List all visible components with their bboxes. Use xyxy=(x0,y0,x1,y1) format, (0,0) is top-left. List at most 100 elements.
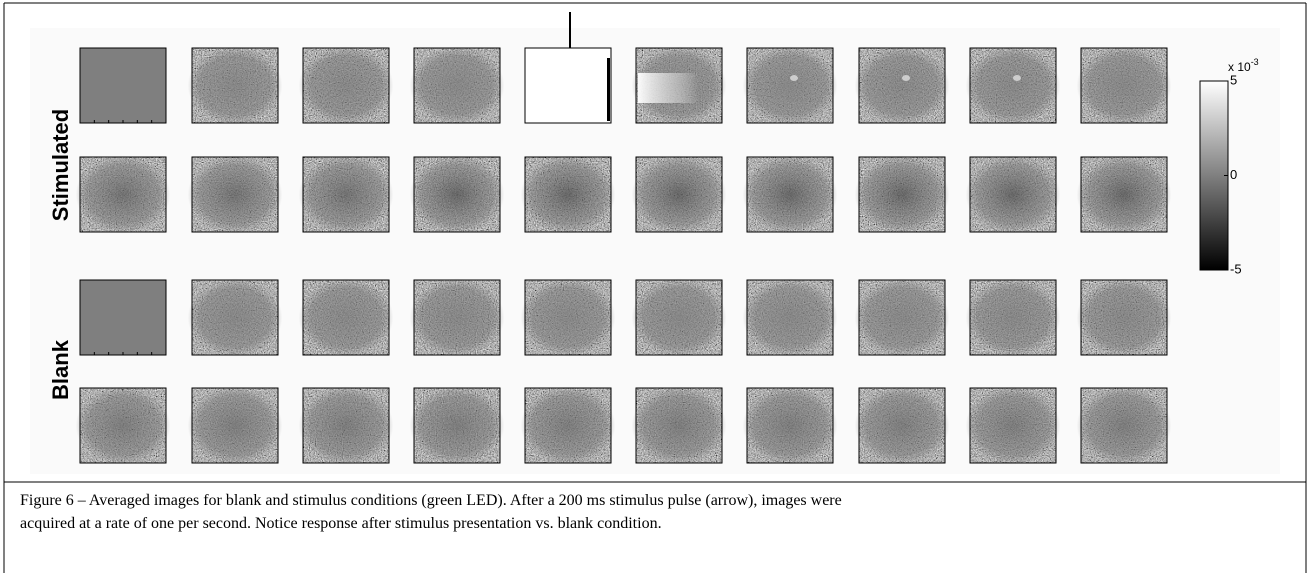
panel-spot xyxy=(902,75,910,81)
image-panel xyxy=(187,155,283,234)
panel-center xyxy=(75,155,171,234)
image-panel xyxy=(965,155,1061,234)
panel-frame xyxy=(302,279,390,356)
image-panel xyxy=(631,278,727,357)
panel-center xyxy=(187,46,283,125)
image-panel xyxy=(742,278,838,357)
panel-frame xyxy=(969,47,1057,124)
panel-center xyxy=(520,155,616,234)
panel-spot xyxy=(1013,75,1021,81)
image-panel xyxy=(298,155,394,234)
panel-center xyxy=(409,155,505,234)
panel-frame xyxy=(746,387,834,464)
panel-frame xyxy=(191,156,279,233)
panel-center xyxy=(298,278,394,357)
row-label: Stimulated xyxy=(48,109,73,221)
panel-center xyxy=(187,386,283,465)
panel-center xyxy=(742,278,838,357)
panel-center xyxy=(965,46,1061,125)
colorbar-tick-label: 0 xyxy=(1230,167,1237,182)
image-panel xyxy=(1076,155,1172,234)
panel-frame xyxy=(746,279,834,356)
image-panel xyxy=(524,47,612,124)
image-panel xyxy=(79,279,167,356)
panel-frame xyxy=(969,279,1057,356)
panel-frame xyxy=(746,47,834,124)
panel-center xyxy=(965,386,1061,465)
panel-frame xyxy=(635,156,723,233)
panel-frame xyxy=(413,156,501,233)
image-panel xyxy=(187,46,283,125)
panel-center xyxy=(1076,386,1172,465)
panel-center xyxy=(75,386,171,465)
panel-frame xyxy=(413,387,501,464)
panel-frame xyxy=(1080,387,1168,464)
image-panel xyxy=(520,278,616,357)
image-panel xyxy=(854,155,950,234)
panel-center xyxy=(409,386,505,465)
panel-frame xyxy=(858,47,946,124)
panel-frame xyxy=(191,279,279,356)
image-panel xyxy=(742,386,838,465)
panel-frame xyxy=(302,156,390,233)
panel-center xyxy=(854,278,950,357)
panel-center xyxy=(1076,278,1172,357)
panel-frame xyxy=(635,279,723,356)
image-panel xyxy=(79,47,167,124)
image-panel xyxy=(520,386,616,465)
panel-edge xyxy=(607,58,610,121)
panel-frame xyxy=(635,47,723,124)
image-panel xyxy=(631,386,727,465)
panel-center xyxy=(854,155,950,234)
panel-frame xyxy=(969,387,1057,464)
panel-center xyxy=(187,278,283,357)
image-panel xyxy=(1076,46,1172,125)
colorbar-tick-label: -5 xyxy=(1230,261,1242,276)
panel-frame xyxy=(413,47,501,124)
panel-center xyxy=(1076,46,1172,125)
panel-image xyxy=(79,279,167,356)
panel-frame xyxy=(524,387,612,464)
colorbar-tick-label: 5 xyxy=(1230,72,1237,87)
panel-image xyxy=(79,47,167,124)
image-panel xyxy=(631,46,727,125)
panel-center xyxy=(631,155,727,234)
colorbar-exponent: x 10-3 xyxy=(1228,57,1259,74)
panel-center xyxy=(520,386,616,465)
image-panel xyxy=(187,278,283,357)
panel-center xyxy=(187,155,283,234)
image-panel xyxy=(965,46,1061,125)
panel-center xyxy=(631,386,727,465)
panel-response xyxy=(638,73,698,103)
panel-center xyxy=(742,386,838,465)
panel-frame xyxy=(191,387,279,464)
panel-frame xyxy=(79,156,167,233)
image-panel xyxy=(409,278,505,357)
panel-center xyxy=(409,46,505,125)
panel-frame xyxy=(191,47,279,124)
panel-center xyxy=(409,278,505,357)
panel-frame xyxy=(858,279,946,356)
image-panel xyxy=(520,155,616,234)
panel-center xyxy=(742,155,838,234)
image-panel xyxy=(854,278,950,357)
image-panel xyxy=(631,155,727,234)
image-panel xyxy=(1076,386,1172,465)
image-panel xyxy=(298,278,394,357)
image-panel xyxy=(409,46,505,125)
panel-center xyxy=(520,278,616,357)
panel-center xyxy=(298,386,394,465)
panel-center xyxy=(631,278,727,357)
panel-center xyxy=(854,386,950,465)
image-panel xyxy=(965,278,1061,357)
caption-line: Figure 6 – Averaged images for blank and… xyxy=(20,492,842,509)
exponent-power: -3 xyxy=(1251,57,1259,67)
panel-frame xyxy=(1080,47,1168,124)
image-panel xyxy=(298,46,394,125)
panel-frame xyxy=(79,387,167,464)
image-panel xyxy=(1076,278,1172,357)
image-panel xyxy=(854,386,950,465)
panel-frame xyxy=(524,279,612,356)
panel-frame xyxy=(746,156,834,233)
